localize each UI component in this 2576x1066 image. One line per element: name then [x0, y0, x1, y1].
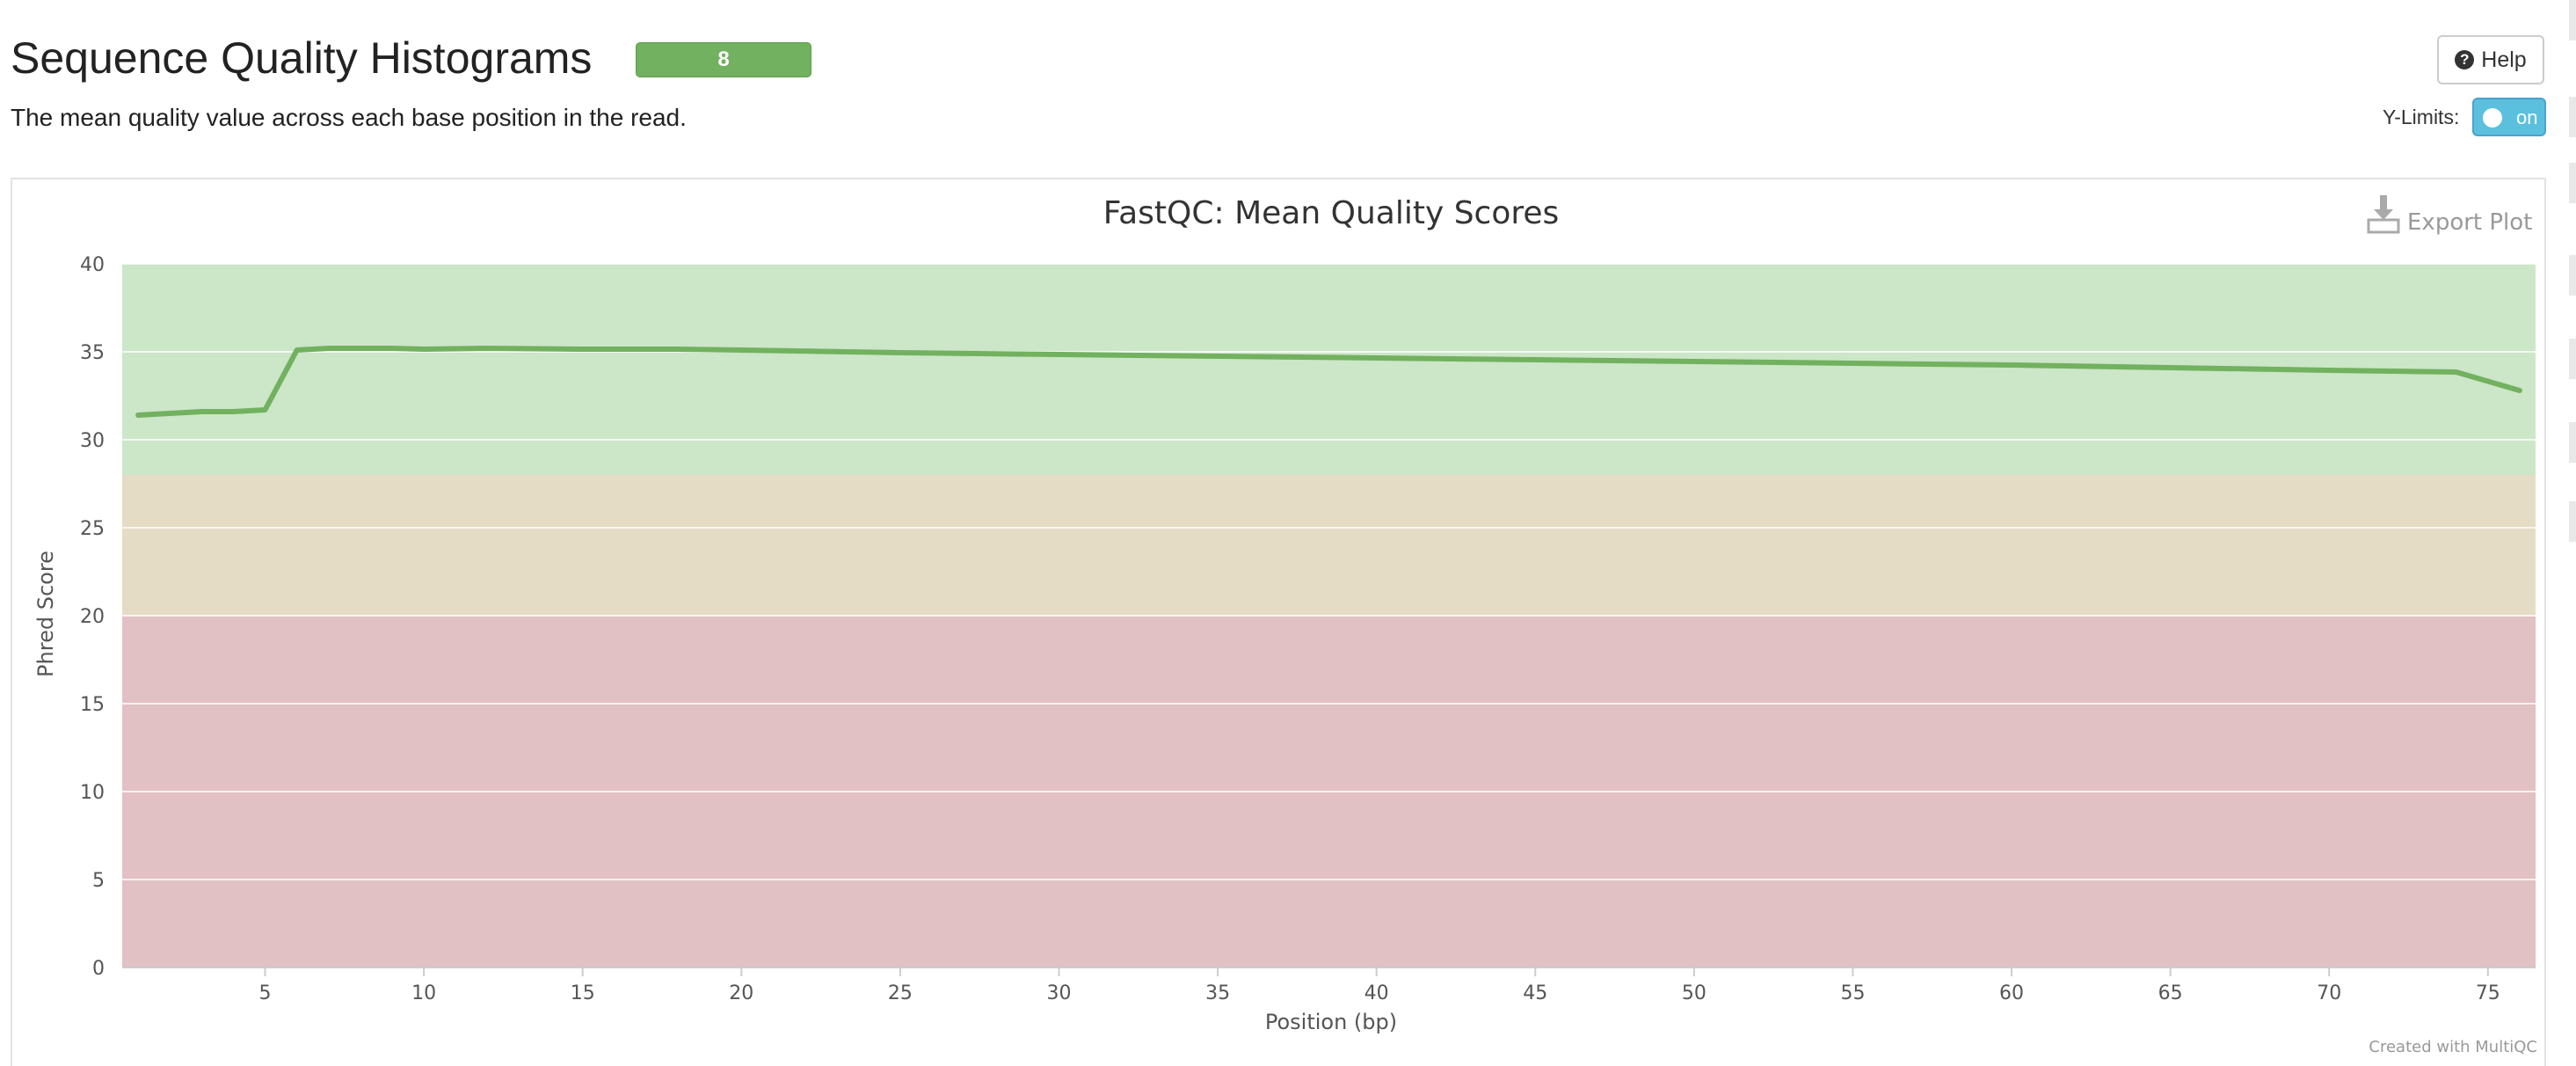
side-tabs — [2569, 0, 2576, 1055]
y-tick-label: 25 — [80, 518, 105, 540]
download-icon — [2367, 195, 2400, 234]
x-tick-label: 40 — [1364, 982, 1389, 1004]
y-tick-label: 10 — [80, 782, 105, 804]
x-tick-label: 10 — [411, 982, 436, 1004]
x-axis-ticks: 5 10 15 20 25 30 35 40 45 50 55 60 65 70 75 — [122, 967, 2536, 1004]
y-tick-label: 0 — [92, 958, 105, 980]
x-tick-label: 50 — [1682, 982, 1706, 1004]
side-tab[interactable] — [2569, 0, 2576, 40]
chart-title: FastQC: Mean Quality Scores — [1103, 195, 1560, 231]
help-button-label: Help — [2481, 47, 2527, 72]
ylimits-label: Y-Limits: — [2383, 106, 2460, 128]
plot-container: 0 5 10 15 20 25 30 35 40 5 10 15 20 25 30 35 40 45 50 55 60… — [11, 178, 2546, 1066]
x-tick-label: 5 — [259, 982, 272, 1004]
series-line-0[interactable] — [135, 346, 2522, 418]
side-tab[interactable] — [2569, 163, 2576, 203]
band-1 — [122, 475, 2536, 616]
x-axis-title: Position (bp) — [1265, 1010, 1397, 1034]
x-tick-label: 75 — [2476, 982, 2500, 1004]
x-tick-label: 65 — [2158, 982, 2183, 1004]
toggle-knob — [2483, 108, 2502, 128]
x-tick-label: 45 — [1523, 982, 1547, 1004]
y-tick-label: 35 — [80, 342, 105, 364]
side-tab[interactable] — [2569, 97, 2576, 137]
series-layer — [135, 346, 2522, 418]
side-tab[interactable] — [2569, 501, 2576, 542]
x-tick-label: 55 — [1840, 982, 1865, 1004]
x-tick-label: 25 — [888, 982, 913, 1004]
x-tick-label: 60 — [1999, 982, 2024, 1004]
credit-text: Created with MultiQC — [2369, 1038, 2537, 1056]
y-tick-label: 30 — [80, 430, 105, 452]
side-tab[interactable] — [2569, 255, 2576, 296]
x-tick-label: 70 — [2317, 982, 2341, 1004]
export-plot-button[interactable]: Export Plot — [2367, 195, 2532, 236]
page-title: Sequence Quality Histograms — [11, 33, 593, 83]
x-tick-label: 15 — [571, 982, 595, 1004]
y-tick-label: 15 — [80, 694, 105, 716]
status-badge[interactable]: 8 — [636, 42, 811, 77]
ylimits-toggle[interactable]: on — [2472, 98, 2546, 136]
y-axis-ticks: 0 5 10 15 20 25 30 35 40 — [80, 254, 105, 980]
help-button[interactable]: ? Help — [2437, 35, 2544, 84]
y-axis-title: Phred Score — [33, 551, 58, 677]
mean-quality-chart: 0 5 10 15 20 25 30 35 40 5 10 15 20 25 30 35 40 45 50 55 60… — [33, 195, 2537, 1056]
x-tick-label: 35 — [1205, 982, 1230, 1004]
y-tick-label: 20 — [80, 606, 105, 628]
x-tick-label: 30 — [1046, 982, 1071, 1004]
question-circle-icon: ? — [2455, 50, 2475, 69]
section-description: The mean quality value across each base … — [11, 104, 687, 131]
side-tab[interactable] — [2569, 339, 2576, 379]
toggle-state: on — [2516, 106, 2538, 128]
export-plot-label: Export Plot — [2407, 209, 2532, 236]
x-tick-label: 20 — [729, 982, 753, 1004]
y-tick-label: 5 — [92, 870, 105, 892]
side-tab[interactable] — [2569, 422, 2576, 463]
y-tick-label: 40 — [80, 254, 105, 276]
